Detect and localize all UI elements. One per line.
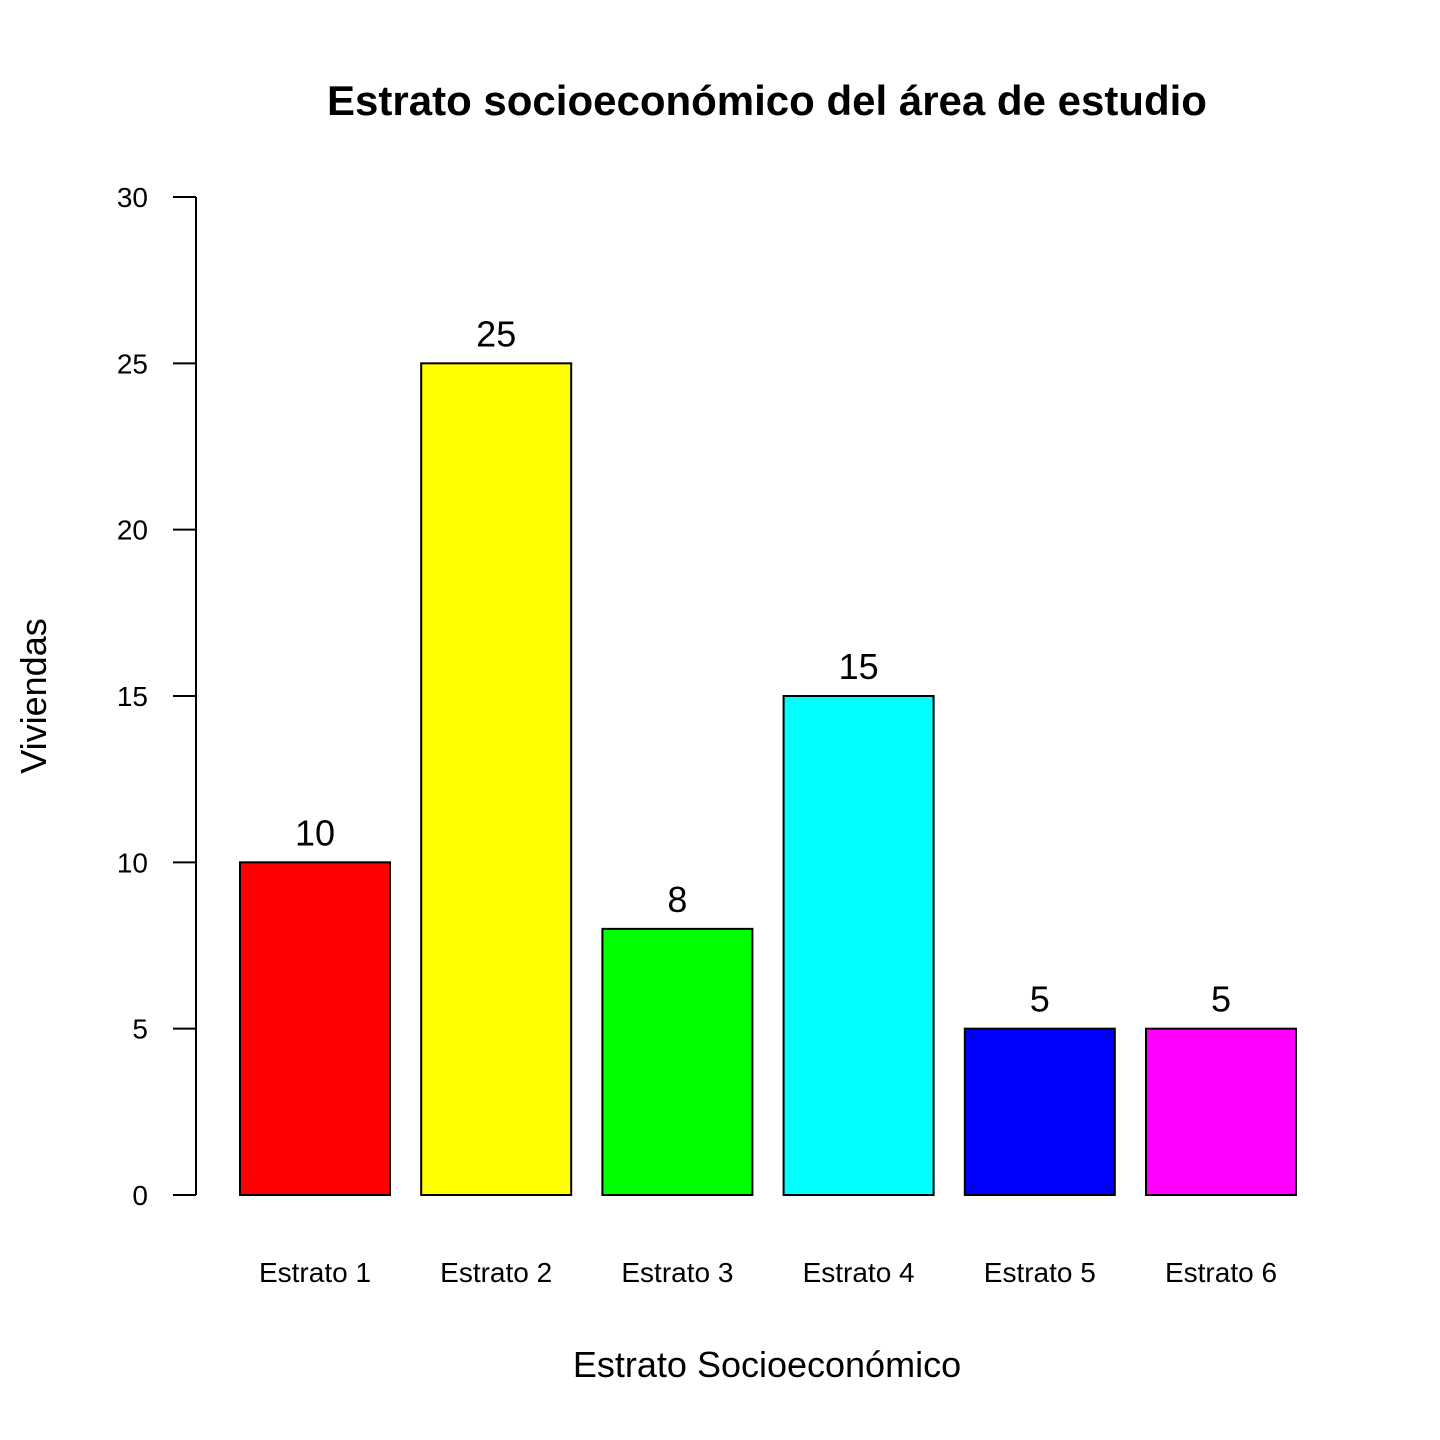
x-axis-tick-labels: Estrato 1 Estrato 2 Estrato 3 Estrato 4 Estr…	[259, 1257, 1277, 1288]
y-tick-label: 20	[117, 515, 148, 546]
bar-4	[782, 695, 935, 1196]
bar-value-label: 15	[839, 646, 879, 687]
x-tick-label: Estrato 3	[621, 1257, 733, 1288]
x-tick-label: Estrato 1	[259, 1257, 371, 1288]
bar-5	[963, 1027, 1116, 1196]
x-tick-label: Estrato 6	[1165, 1257, 1277, 1288]
y-tick-label: 0	[132, 1180, 148, 1211]
bars-group: 10 25 8 15 5 5	[239, 313, 1297, 1197]
y-axis-ticks: 0 5 10 15 20 25 30	[117, 182, 196, 1211]
x-axis-label: Estrato Socioeconómico	[573, 1344, 961, 1385]
chart-title: Estrato socioeconómico del área de estud…	[327, 77, 1207, 124]
x-tick-label: Estrato 2	[440, 1257, 552, 1288]
bar-6	[1145, 1027, 1297, 1196]
bar-3	[601, 927, 754, 1196]
bar-value-label: 5	[1030, 979, 1050, 1020]
y-tick-label: 30	[117, 182, 148, 213]
bar-value-label: 5	[1211, 979, 1231, 1020]
bar-1	[239, 861, 391, 1196]
x-tick-label: Estrato 4	[803, 1257, 915, 1288]
y-tick-label: 10	[117, 847, 148, 878]
bar-2	[420, 362, 573, 1197]
x-tick-label: Estrato 5	[984, 1257, 1096, 1288]
bar-value-label: 25	[476, 313, 516, 354]
bar-value-label: 8	[667, 879, 687, 920]
bar-value-label: 10	[295, 812, 335, 853]
y-tick-label: 5	[132, 1014, 148, 1045]
y-axis-label: Viviendas	[13, 618, 54, 773]
y-tick-label: 15	[117, 681, 148, 712]
y-tick-label: 25	[117, 348, 148, 379]
